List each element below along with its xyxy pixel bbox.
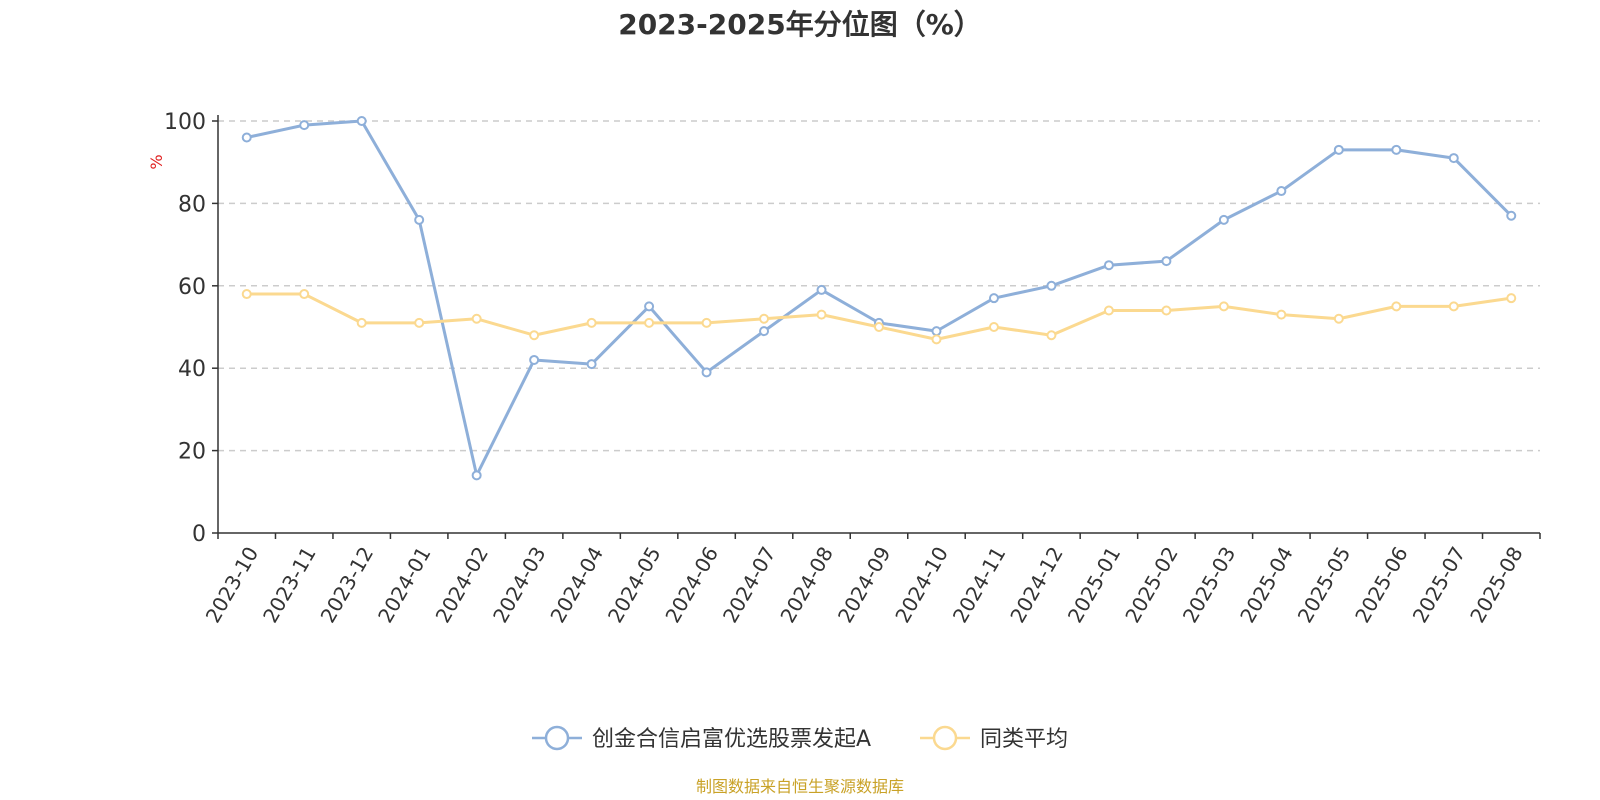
- y-tick-label-80: 80: [178, 192, 206, 217]
- x-tick-label-2024-05: 2024-05: [603, 543, 666, 627]
- data-point-s1-2023-12: [356, 317, 367, 328]
- data-point-s1-2025-08: [1506, 293, 1517, 304]
- data-point-s0-2025-08: [1506, 210, 1517, 221]
- data-point-s0-2023-11: [299, 120, 310, 131]
- data-point-s1-2024-04: [586, 317, 597, 328]
- x-tick-label-2025-03: 2025-03: [1178, 543, 1241, 627]
- data-point-s1-2025-02: [1161, 305, 1172, 316]
- x-tick-label-2024-04: 2024-04: [545, 543, 608, 627]
- data-point-s0-2024-06: [701, 367, 712, 378]
- data-point-s1-2024-10: [931, 334, 942, 345]
- x-tick-label-2023-12: 2023-12: [316, 543, 379, 627]
- legend-marker-1: [932, 725, 958, 751]
- data-point-s0-2024-07: [759, 326, 770, 337]
- data-point-s0-2024-08: [816, 284, 827, 295]
- y-tick-label-60: 60: [178, 275, 206, 300]
- x-tick-label-2024-06: 2024-06: [660, 543, 723, 627]
- data-source-note: 制图数据来自恒生聚源数据库: [696, 777, 904, 796]
- x-tick-labels: 2023-102023-112023-122024-012024-022024-…: [201, 543, 1528, 627]
- data-point-s1-2024-12: [1046, 330, 1057, 341]
- x-tick-label-2024-10: 2024-10: [890, 543, 953, 627]
- data-point-s0-2023-12: [356, 116, 367, 126]
- data-point-s0-2024-04: [586, 359, 597, 370]
- data-point-s1-2025-01: [1103, 305, 1114, 316]
- x-tick-label-2024-02: 2024-02: [431, 543, 494, 627]
- y-tick-label-40: 40: [178, 357, 206, 382]
- legend-label-0: 创金合信启富优选股票发起A: [592, 727, 871, 752]
- x-tick-label-2025-08: 2025-08: [1465, 543, 1528, 627]
- y-axis-label: %: [147, 154, 166, 169]
- data-point-s1-2025-07: [1448, 301, 1459, 312]
- data-point-s1-2024-02: [471, 313, 482, 324]
- data-point-s1-2025-03: [1218, 301, 1229, 312]
- data-point-s1-2024-11: [988, 322, 999, 332]
- x-tick-label-2024-09: 2024-09: [833, 543, 896, 627]
- data-point-s0-2023-10: [241, 132, 252, 143]
- x-tick-label-2024-07: 2024-07: [718, 543, 781, 627]
- data-point-s0-2024-01: [414, 214, 425, 225]
- data-point-s1-2023-10: [241, 289, 252, 300]
- x-tick-label-2025-01: 2025-01: [1063, 543, 1126, 627]
- data-point-s1-2024-03: [529, 330, 540, 341]
- data-point-s0-2025-05: [1333, 144, 1344, 155]
- x-tick-label-2023-11: 2023-11: [258, 543, 321, 627]
- data-point-s0-2025-03: [1218, 214, 1229, 225]
- y-tick-labels: 0 20 40 60 80 100: [164, 110, 206, 547]
- data-point-s0-2024-10: [931, 326, 942, 337]
- data-point-s1-2025-05: [1333, 313, 1344, 324]
- data-point-s0-2024-11: [988, 293, 999, 304]
- data-point-s0-2025-04: [1276, 186, 1287, 197]
- x-tick-label-2024-11: 2024-11: [948, 543, 1011, 627]
- data-point-s1-2025-04: [1276, 309, 1287, 320]
- x-tick-label-2025-06: 2025-06: [1350, 543, 1413, 627]
- data-point-s1-2024-08: [816, 309, 827, 320]
- x-tick-label-2024-12: 2024-12: [1005, 543, 1068, 627]
- data-point-s1-2024-01: [414, 317, 425, 328]
- data-point-s0-2024-12: [1046, 280, 1057, 291]
- legend[interactable]: 创金合信启富优选股票发起A 同类平均: [532, 725, 1068, 752]
- y-tick-label-0: 0: [192, 522, 206, 547]
- data-point-s0-2025-06: [1391, 144, 1402, 155]
- x-tick-label-2025-07: 2025-07: [1408, 543, 1471, 627]
- axes: [212, 115, 1541, 539]
- y-tick-label-100: 100: [164, 110, 206, 135]
- legend-label-1: 同类平均: [980, 727, 1068, 752]
- data-point-s1-2023-11: [299, 289, 310, 300]
- x-tick-label-2023-10: 2023-10: [201, 543, 264, 627]
- data-point-s0-2025-01: [1103, 260, 1114, 271]
- x-tick-label-2025-04: 2025-04: [1235, 543, 1298, 627]
- series-layer: [241, 116, 1517, 481]
- data-point-s1-2024-05: [644, 317, 655, 328]
- data-point-s1-2024-07: [759, 313, 770, 324]
- data-point-s1-2024-09: [874, 322, 884, 332]
- data-point-s0-2025-02: [1161, 256, 1172, 267]
- x-tick-label-2024-08: 2024-08: [775, 543, 838, 627]
- data-point-s0-2025-07: [1448, 153, 1459, 164]
- x-tick-label-2025-02: 2025-02: [1120, 543, 1183, 627]
- data-point-s0-2024-03: [529, 354, 540, 365]
- data-point-s1-2024-06: [701, 317, 712, 328]
- legend-marker-0: [544, 725, 570, 751]
- chart-title: 2023-2025年分位图（%）: [618, 8, 982, 41]
- x-tick-label-2024-03: 2024-03: [488, 543, 551, 627]
- grid-lines: [218, 120, 1540, 452]
- data-point-s0-2024-05: [644, 301, 655, 312]
- x-tick-label-2024-01: 2024-01: [373, 543, 436, 627]
- data-point-s1-2025-06: [1391, 301, 1402, 312]
- data-point-s0-2024-02: [471, 470, 482, 481]
- y-tick-label-20: 20: [178, 440, 206, 465]
- series-line-0: [246, 119, 1513, 477]
- x-tick-label-2025-05: 2025-05: [1293, 543, 1356, 627]
